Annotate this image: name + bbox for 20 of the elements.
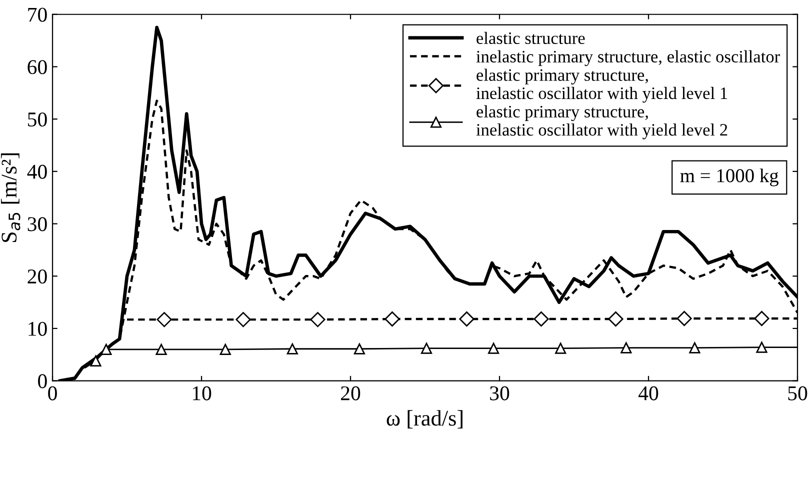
y-tick-label: 0 — [38, 374, 47, 388]
y-tick-label: 10 — [28, 322, 47, 336]
annotation: m = 1000 kg — [680, 168, 779, 186]
x-axis-title: ω [rad/s] — [386, 410, 462, 429]
x-tick-label: 0 — [48, 386, 57, 400]
x-tick-label: 20 — [341, 386, 360, 400]
y-tick-label: 70 — [28, 8, 47, 22]
y-tick-label: 60 — [28, 60, 47, 74]
x-tick-label: 40 — [638, 386, 658, 400]
legend-label: inelastic primary structure, elastic oscillator — [476, 50, 780, 66]
legend-label: elastic structure — [476, 32, 585, 44]
y-tick-label: 30 — [28, 217, 47, 232]
y-tick-label: 20 — [28, 269, 47, 284]
y-tick-label: 40 — [27, 164, 47, 179]
x-tick-label: 30 — [490, 386, 510, 400]
legend-label: elastic primary structure, inelastic oscillator with yield level 2 — [476, 105, 728, 140]
y-tick-label: 50 — [28, 112, 47, 126]
x-tick-label: 50 — [788, 386, 808, 400]
y-axis-title: S$_{a5}$ [m/s²] — [0, 153, 20, 242]
x-tick-label: 10 — [192, 386, 212, 400]
